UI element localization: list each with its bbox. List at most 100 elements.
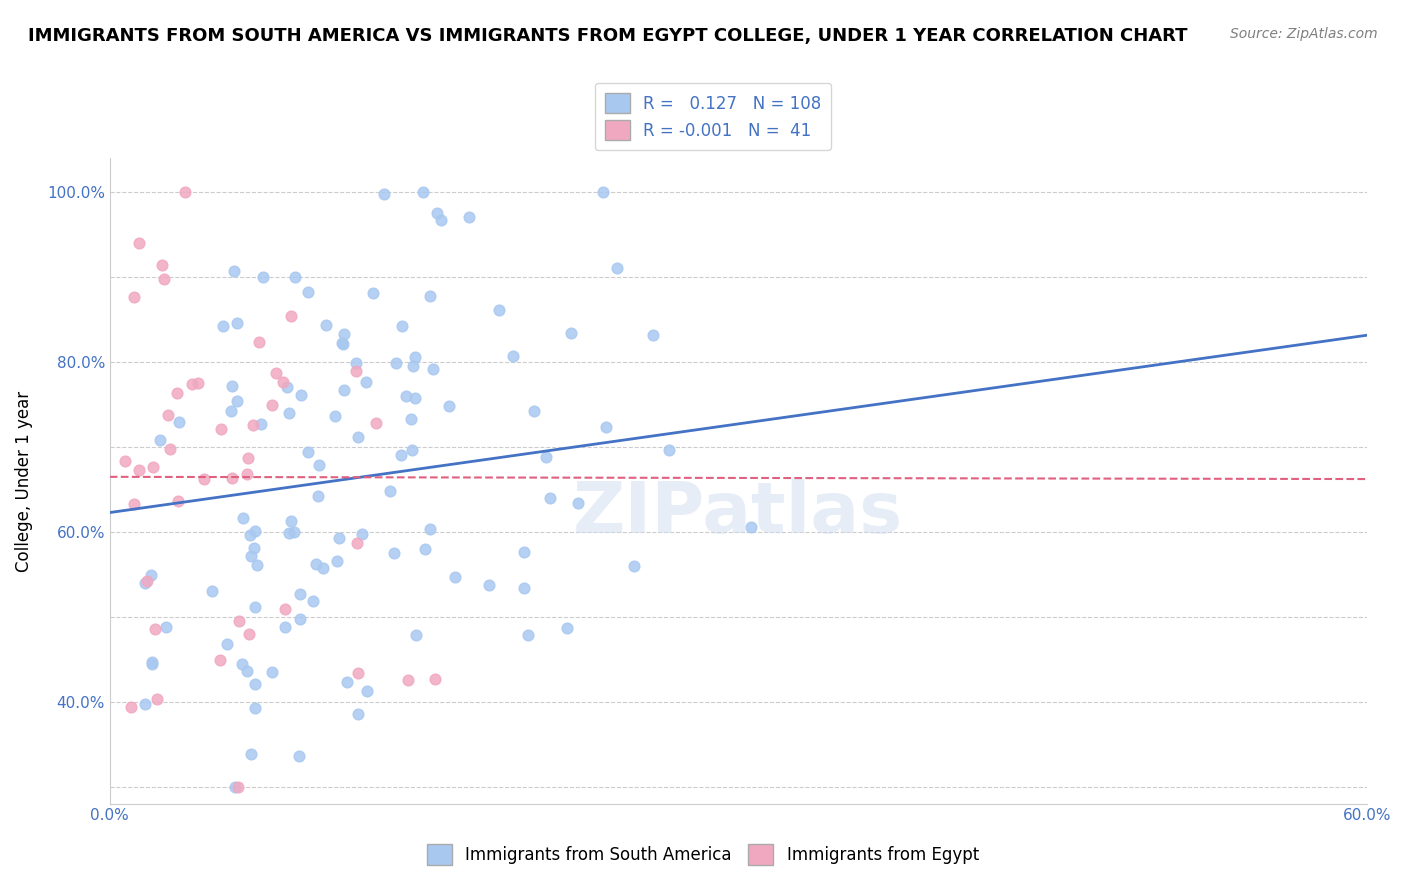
Point xyxy=(174,186,197,200)
Point xyxy=(243,676,266,690)
Point xyxy=(623,559,645,574)
Point xyxy=(346,430,368,444)
Point xyxy=(135,574,157,588)
Point xyxy=(141,657,163,671)
Point xyxy=(114,454,136,468)
Point xyxy=(166,386,188,401)
Point xyxy=(242,417,264,432)
Point xyxy=(290,388,312,402)
Point xyxy=(153,271,176,285)
Point xyxy=(332,384,354,398)
Point xyxy=(641,327,664,342)
Point xyxy=(297,285,319,299)
Point xyxy=(323,409,346,424)
Point xyxy=(260,397,283,411)
Point xyxy=(350,526,373,541)
Point xyxy=(187,376,209,390)
Point xyxy=(231,657,253,672)
Point xyxy=(412,186,434,200)
Point xyxy=(740,520,762,534)
Text: IMMIGRANTS FROM SOUTH AMERICA VS IMMIGRANTS FROM EGYPT COLLEGE, UNDER 1 YEAR COR: IMMIGRANTS FROM SOUTH AMERICA VS IMMIGRA… xyxy=(28,27,1188,45)
Point xyxy=(302,594,325,608)
Point xyxy=(134,697,156,711)
Point xyxy=(266,366,288,380)
Point xyxy=(346,536,368,550)
Point xyxy=(277,407,299,421)
Point xyxy=(209,422,232,436)
Point xyxy=(592,186,614,200)
Point xyxy=(283,524,305,539)
Point xyxy=(595,419,617,434)
Point xyxy=(380,484,402,499)
Point xyxy=(159,442,181,456)
Point xyxy=(280,514,302,528)
Point xyxy=(274,620,297,634)
Point xyxy=(290,612,312,626)
Point xyxy=(226,780,249,794)
Point xyxy=(149,433,172,447)
Point xyxy=(364,417,387,431)
Point xyxy=(156,408,179,422)
Legend: Immigrants from South America, Immigrants from Egypt: Immigrants from South America, Immigrant… xyxy=(418,834,988,875)
Point xyxy=(389,448,412,462)
Point xyxy=(276,380,298,394)
Point xyxy=(422,362,444,376)
Point xyxy=(288,749,311,764)
Point xyxy=(243,700,266,714)
Point xyxy=(430,212,453,227)
Point xyxy=(146,691,169,706)
Point xyxy=(277,526,299,541)
Point xyxy=(413,541,436,556)
Point xyxy=(328,531,350,545)
Point xyxy=(128,463,150,477)
Y-axis label: College, Under 1 year: College, Under 1 year xyxy=(15,391,32,572)
Point xyxy=(134,575,156,590)
Text: ZIPatlas: ZIPatlas xyxy=(574,479,903,548)
Point xyxy=(193,472,215,486)
Point xyxy=(243,541,266,556)
Point xyxy=(122,290,145,304)
Point xyxy=(236,665,259,679)
Point xyxy=(437,399,460,413)
Point xyxy=(231,511,253,525)
Legend: R =   0.127   N = 108, R = -0.001   N =  41: R = 0.127 N = 108, R = -0.001 N = 41 xyxy=(595,83,831,150)
Point xyxy=(239,528,262,542)
Point xyxy=(513,581,536,595)
Point xyxy=(356,683,378,698)
Point xyxy=(326,554,349,568)
Point xyxy=(236,467,259,481)
Point xyxy=(404,350,426,364)
Point xyxy=(240,549,263,563)
Point xyxy=(396,673,419,688)
Point xyxy=(167,415,190,429)
Point xyxy=(226,316,249,330)
Point xyxy=(122,496,145,510)
Point xyxy=(221,471,243,485)
Point xyxy=(219,403,242,417)
Point xyxy=(538,491,561,505)
Point xyxy=(346,707,368,722)
Point xyxy=(332,336,354,351)
Point xyxy=(284,270,307,285)
Point xyxy=(502,349,524,363)
Point xyxy=(443,569,465,583)
Point xyxy=(606,261,628,276)
Point xyxy=(516,627,538,641)
Point xyxy=(215,637,238,651)
Point xyxy=(224,780,246,794)
Point xyxy=(567,496,589,510)
Point xyxy=(354,375,377,389)
Point xyxy=(315,318,337,332)
Point xyxy=(142,460,165,475)
Point xyxy=(150,258,173,272)
Point xyxy=(401,443,423,458)
Point xyxy=(274,601,297,615)
Point xyxy=(488,302,510,317)
Point xyxy=(155,620,177,634)
Point xyxy=(458,211,481,225)
Point xyxy=(347,665,370,680)
Point xyxy=(423,672,446,686)
Point xyxy=(201,583,224,598)
Point xyxy=(249,417,271,432)
Point xyxy=(212,319,235,334)
